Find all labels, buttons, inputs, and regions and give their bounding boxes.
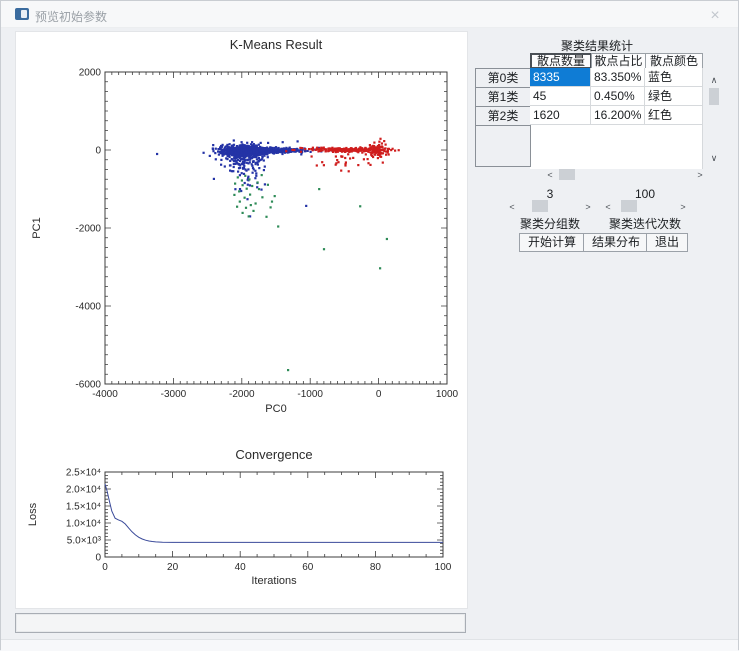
svg-text:2.0×10⁴: 2.0×10⁴ [66,485,101,496]
svg-text:1000: 1000 [436,389,459,400]
kmeans-scatter-plot: K-Means Result -4000 -3000 -2000 -1000 0 1000 2… [31,37,459,415]
column-header-color[interactable]: 散点颜色 [645,53,703,69]
svg-text:PC1: PC1 [31,217,43,238]
svg-text:1.0×10⁴: 1.0×10⁴ [66,519,101,530]
cell-class2-percent[interactable]: 16.200% [591,106,645,125]
cell-class2-count[interactable]: 1620 [530,106,591,125]
window-bottom-edge [1,639,738,651]
window-icon [15,8,29,20]
table-scroll-up-icon[interactable]: ∧ [710,75,718,85]
cell-class0-color[interactable]: 蓝色 [645,68,703,87]
cell-class0-count[interactable]: 8335 [530,68,591,87]
row-header-class2[interactable]: 第2类 [476,107,530,126]
table-hscroll-thumb[interactable] [559,169,575,180]
svg-text:Iterations: Iterations [251,575,297,587]
group-count-value: 3 [546,187,554,201]
group-slider-left-icon[interactable]: < [509,202,515,212]
table-title: 聚类结果统计 [560,39,633,53]
result-distribution-button[interactable]: 结果分布 [583,233,650,252]
cell-class1-count[interactable]: 45 [530,87,591,106]
svg-text:-1000: -1000 [297,389,323,400]
svg-text:K-Means Result: K-Means Result [230,37,323,52]
row-header-class1[interactable]: 第1类 [476,88,530,107]
table-scroll-left-icon[interactable]: < [547,170,553,180]
svg-text:5.0×10³: 5.0×10³ [67,536,102,547]
svg-text:1.5×10⁴: 1.5×10⁴ [66,502,101,513]
svg-text:PC0: PC0 [265,403,286,415]
row-header-column: 第0类 第1类 第2类 [475,68,531,167]
svg-text:100: 100 [435,562,452,573]
iter-slider-left-icon[interactable]: < [605,202,611,212]
svg-text:-6000: -6000 [75,380,101,391]
iter-slider-label: 聚类迭代次数 [608,217,681,231]
iteration-count-value: 100 [634,187,656,201]
svg-text:-4000: -4000 [92,389,118,400]
svg-text:Convergence: Convergence [235,447,312,462]
status-bar [15,613,466,633]
convergence-plot: Convergence 0 20 40 60 80 100 0 5.0×10³ 1.0×10⁴ 1.… [27,447,452,587]
svg-text:0: 0 [95,553,101,564]
group-slider-thumb[interactable] [532,200,548,212]
table-vscroll-thumb[interactable] [709,88,719,105]
row-header-class0[interactable]: 第0类 [476,69,530,88]
iter-slider-right-icon[interactable]: > [680,202,686,212]
cell-class0-percent[interactable]: 83.350% [591,68,645,87]
column-header-count[interactable]: 散点数量 [530,53,592,69]
svg-text:-2000: -2000 [75,224,101,235]
exit-button[interactable]: 退出 [646,233,689,252]
svg-text:0: 0 [95,146,101,157]
group-slider-right-icon[interactable]: > [585,202,591,212]
start-compute-button[interactable]: 开始计算 [519,233,586,252]
column-header-percent[interactable]: 散点占比 [591,53,646,69]
svg-text:20: 20 [167,562,179,573]
svg-text:40: 40 [235,562,247,573]
table-scroll-down-icon[interactable]: ∨ [710,153,718,163]
svg-text:60: 60 [302,562,314,573]
title-bar: 预览初始参数 × [1,1,738,28]
window-title: 预览初始参数 [35,10,108,24]
table-scroll-right-icon[interactable]: > [697,170,703,180]
svg-text:0: 0 [102,562,108,573]
cell-class2-color[interactable]: 红色 [645,106,703,125]
group-slider-label: 聚类分组数 [519,217,580,231]
iter-slider-thumb[interactable] [621,200,637,212]
cell-class1-color[interactable]: 绿色 [645,87,703,106]
svg-text:80: 80 [370,562,382,573]
svg-text:0: 0 [376,389,382,400]
cell-class1-percent[interactable]: 0.450% [591,87,645,106]
svg-text:-4000: -4000 [75,302,101,313]
close-icon[interactable]: × [710,7,720,24]
svg-text:-2000: -2000 [229,389,255,400]
svg-text:2.5×10⁴: 2.5×10⁴ [66,468,101,479]
svg-text:2000: 2000 [79,68,102,79]
plot-panel: K-Means Result -4000 -3000 -2000 -1000 0 1000 2… [15,31,468,609]
svg-text:-3000: -3000 [161,389,187,400]
svg-text:Loss: Loss [27,502,39,526]
